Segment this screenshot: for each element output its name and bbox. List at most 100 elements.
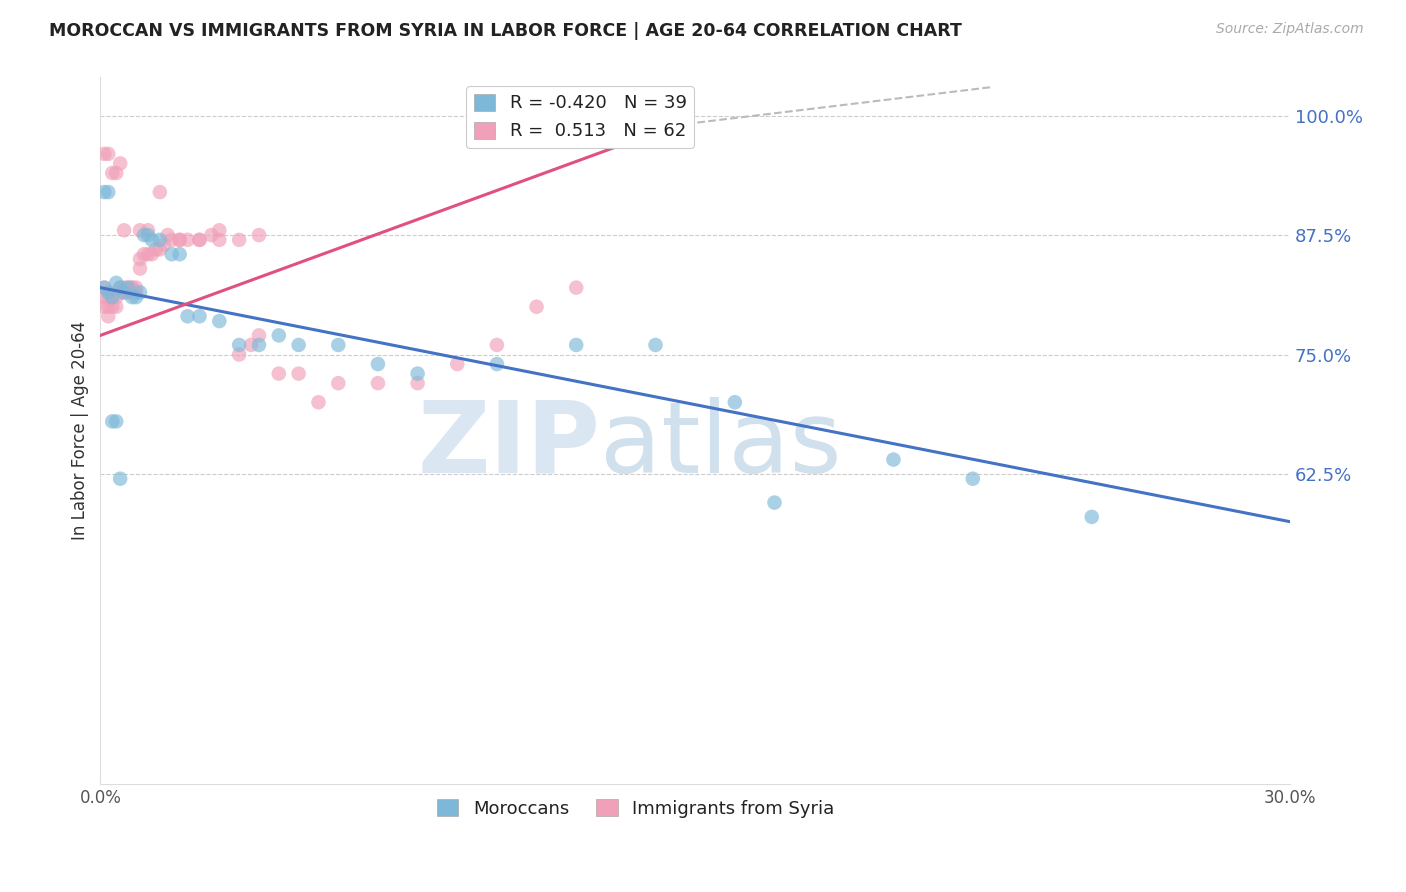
Point — [121, 280, 143, 294]
Point — [565, 338, 588, 352]
Point — [328, 376, 350, 391]
Point — [267, 328, 290, 343]
Point — [267, 367, 290, 381]
Point — [141, 247, 163, 261]
Point — [132, 247, 155, 261]
Point — [121, 280, 143, 294]
Point — [93, 147, 115, 161]
Point — [176, 233, 198, 247]
Point — [112, 285, 135, 300]
Point — [169, 233, 191, 247]
Point — [129, 285, 152, 300]
Point — [101, 166, 124, 180]
Point — [247, 338, 270, 352]
Point — [188, 310, 211, 324]
Point — [129, 261, 152, 276]
Point — [93, 290, 115, 304]
Point — [108, 285, 131, 300]
Point — [247, 228, 270, 243]
Point — [136, 228, 159, 243]
Point — [97, 147, 120, 161]
Point — [160, 247, 183, 261]
Point — [153, 237, 176, 252]
Point — [117, 280, 139, 294]
Point — [149, 233, 172, 247]
Point — [97, 285, 120, 300]
Point — [129, 223, 152, 237]
Point — [125, 280, 148, 294]
Point — [156, 228, 179, 243]
Point — [328, 338, 350, 352]
Point — [93, 280, 115, 294]
Point — [101, 290, 124, 304]
Point — [125, 290, 148, 304]
Point — [228, 338, 250, 352]
Point — [287, 338, 309, 352]
Text: MOROCCAN VS IMMIGRANTS FROM SYRIA IN LABOR FORCE | AGE 20-64 CORRELATION CHART: MOROCCAN VS IMMIGRANTS FROM SYRIA IN LAB… — [49, 22, 962, 40]
Point — [112, 280, 135, 294]
Point — [406, 376, 429, 391]
Legend: Moroccans, Immigrants from Syria: Moroccans, Immigrants from Syria — [430, 791, 842, 825]
Point — [724, 395, 747, 409]
Point — [93, 280, 115, 294]
Point — [962, 472, 984, 486]
Point — [160, 233, 183, 247]
Point — [93, 300, 115, 314]
Point — [97, 185, 120, 199]
Point — [108, 472, 131, 486]
Point — [208, 223, 231, 237]
Point — [188, 233, 211, 247]
Point — [446, 357, 468, 371]
Point — [97, 290, 120, 304]
Point — [108, 280, 131, 294]
Point — [112, 285, 135, 300]
Point — [485, 338, 508, 352]
Point — [129, 252, 152, 266]
Point — [105, 290, 128, 304]
Point — [485, 357, 508, 371]
Y-axis label: In Labor Force | Age 20-64: In Labor Force | Age 20-64 — [72, 321, 89, 541]
Point — [105, 276, 128, 290]
Point — [117, 280, 139, 294]
Point — [101, 300, 124, 314]
Text: atlas: atlas — [600, 397, 842, 493]
Point — [97, 310, 120, 324]
Point — [1080, 510, 1102, 524]
Point — [108, 156, 131, 170]
Point — [188, 233, 211, 247]
Point — [125, 285, 148, 300]
Point — [367, 357, 389, 371]
Point — [112, 223, 135, 237]
Point — [93, 185, 115, 199]
Point — [644, 338, 666, 352]
Point — [228, 233, 250, 247]
Point — [132, 228, 155, 243]
Text: ZIP: ZIP — [418, 397, 600, 493]
Point — [121, 290, 143, 304]
Point — [117, 285, 139, 300]
Point — [526, 300, 548, 314]
Point — [149, 185, 172, 199]
Point — [240, 338, 263, 352]
Point — [763, 495, 786, 509]
Point — [101, 290, 124, 304]
Point — [307, 395, 329, 409]
Point — [882, 452, 904, 467]
Point — [105, 300, 128, 314]
Point — [565, 280, 588, 294]
Point — [247, 328, 270, 343]
Point — [141, 233, 163, 247]
Point — [208, 233, 231, 247]
Point — [208, 314, 231, 328]
Point — [108, 280, 131, 294]
Point — [228, 347, 250, 361]
Point — [101, 414, 124, 428]
Point — [169, 233, 191, 247]
Text: Source: ZipAtlas.com: Source: ZipAtlas.com — [1216, 22, 1364, 37]
Point — [105, 414, 128, 428]
Point — [406, 367, 429, 381]
Point — [169, 247, 191, 261]
Point — [287, 367, 309, 381]
Point — [200, 228, 222, 243]
Point — [176, 310, 198, 324]
